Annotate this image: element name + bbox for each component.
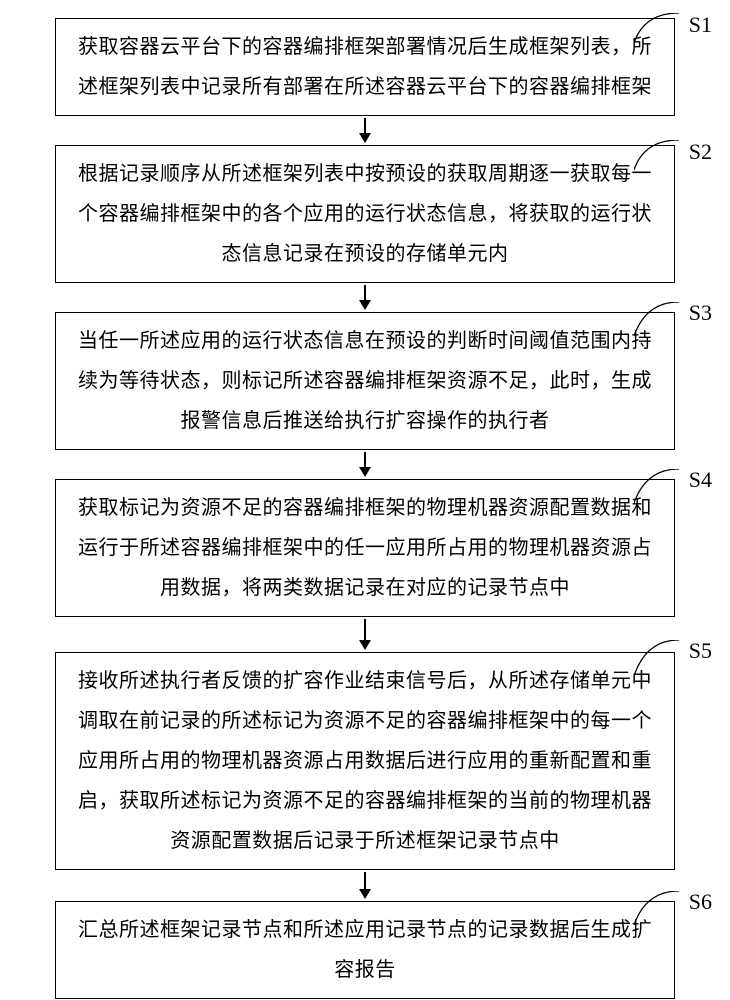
arrow-s4-s5 — [359, 619, 371, 650]
step-label-s2: S2 — [689, 139, 712, 165]
step-label-s6: S6 — [689, 889, 712, 915]
step-label-s1: S1 — [689, 12, 712, 38]
step-box-s1: 获取容器云平台下的容器编排框架部署情况后生成框架列表，所述框架列表中记录所有部署… — [55, 18, 675, 116]
step-s6: S6 汇总所述框架记录节点和所述应用记录节点的记录数据后生成扩容报告 — [16, 901, 714, 999]
step-label-s5: S5 — [689, 638, 712, 664]
step-label-s4: S4 — [689, 467, 712, 493]
connector-curve-s5 — [634, 640, 682, 678]
step-box-s5: 接收所述执行者反馈的扩容作业结束信号后，从所述存储单元中调取在前记录的所述标记为… — [55, 652, 675, 870]
step-s2: S2 根据记录顺序从所述框架列表中按预设的获取周期逐一获取每一个容器编排框架中的… — [16, 145, 714, 312]
connector-curve-s1 — [634, 13, 682, 45]
step-s1: S1 获取容器云平台下的容器编排框架部署情况后生成框架列表，所述框架列表中记录所… — [16, 18, 714, 145]
step-box-s3: 当任一所述应用的运行状态信息在预设的判断时间阈值范围内持续为等待状态，则标记所述… — [55, 312, 675, 450]
step-label-s3: S3 — [689, 300, 712, 326]
step-box-s2: 根据记录顺序从所述框架列表中按预设的获取周期逐一获取每一个容器编排框架中的各个应… — [55, 145, 675, 283]
step-box-s4: 获取标记为资源不足的容器编排框架的物理机器资源配置数据和运行于所述容器编排框架中… — [55, 479, 675, 617]
connector-curve-s3 — [634, 302, 682, 338]
flowchart: S1 获取容器云平台下的容器编排框架部署情况后生成框架列表，所述框架列表中记录所… — [16, 18, 714, 999]
step-box-s6: 汇总所述框架记录节点和所述应用记录节点的记录数据后生成扩容报告 — [55, 901, 675, 999]
step-s3: S3 当任一所述应用的运行状态信息在预设的判断时间阈值范围内持续为等待状态，则标… — [16, 312, 714, 479]
arrow-s5-s6 — [359, 872, 371, 899]
connector-curve-s6 — [634, 891, 682, 927]
arrow-s1-s2 — [359, 118, 371, 143]
arrow-s2-s3 — [359, 285, 371, 310]
arrow-s3-s4 — [359, 452, 371, 477]
step-s4: S4 获取标记为资源不足的容器编排框架的物理机器资源配置数据和运行于所述容器编排… — [16, 479, 714, 652]
connector-curve-s2 — [634, 140, 682, 172]
connector-curve-s4 — [634, 469, 682, 505]
step-s5: S5 接收所述执行者反馈的扩容作业结束信号后，从所述存储单元中调取在前记录的所述… — [16, 652, 714, 901]
